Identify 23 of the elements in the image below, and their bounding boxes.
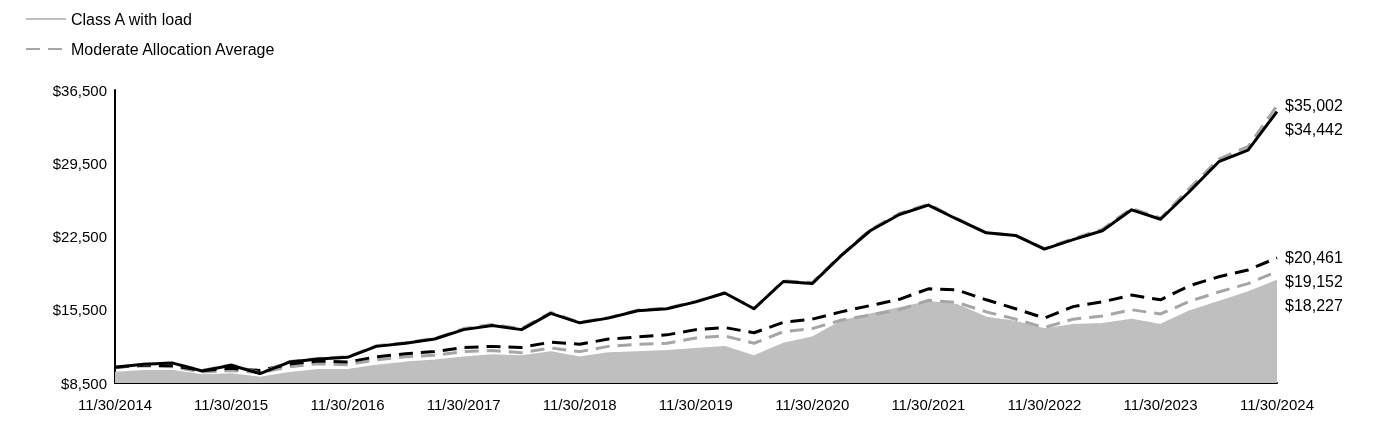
y-tick-label: $15,500 xyxy=(52,301,107,319)
data-label: $35,002 xyxy=(1285,97,1343,115)
y-tick-label: $36,500 xyxy=(52,81,107,99)
x-tick-label: 11/30/2014 xyxy=(78,396,152,413)
data-label: $18,227 xyxy=(1285,297,1343,315)
data-label: $20,461 xyxy=(1285,249,1343,267)
y-tick-label: $8,500 xyxy=(61,374,107,392)
data-label: $19,152 xyxy=(1285,273,1343,291)
x-tick-label: 11/30/2017 xyxy=(426,396,501,413)
x-tick-label: 11/30/2015 xyxy=(194,396,269,413)
x-tick-label: 11/30/2021 xyxy=(891,396,966,413)
y-tick-label: $22,500 xyxy=(52,228,107,245)
legend-label: Class A with load xyxy=(71,10,192,28)
x-tick-label: 11/30/2020 xyxy=(775,396,850,413)
data-label: $34,442 xyxy=(1285,121,1343,139)
x-tick-label: 11/30/2018 xyxy=(542,396,617,413)
x-tick-label: 11/30/2016 xyxy=(310,396,385,413)
x-tick-label: 11/30/2024 xyxy=(1240,396,1314,413)
x-tick-label: 11/30/2022 xyxy=(1007,396,1082,413)
legend-label: Moderate Allocation Average xyxy=(71,40,275,58)
x-tick-label: 11/30/2019 xyxy=(658,396,733,413)
y-tick-label: $29,500 xyxy=(52,154,107,172)
x-tick-label: 11/30/2023 xyxy=(1123,396,1198,413)
